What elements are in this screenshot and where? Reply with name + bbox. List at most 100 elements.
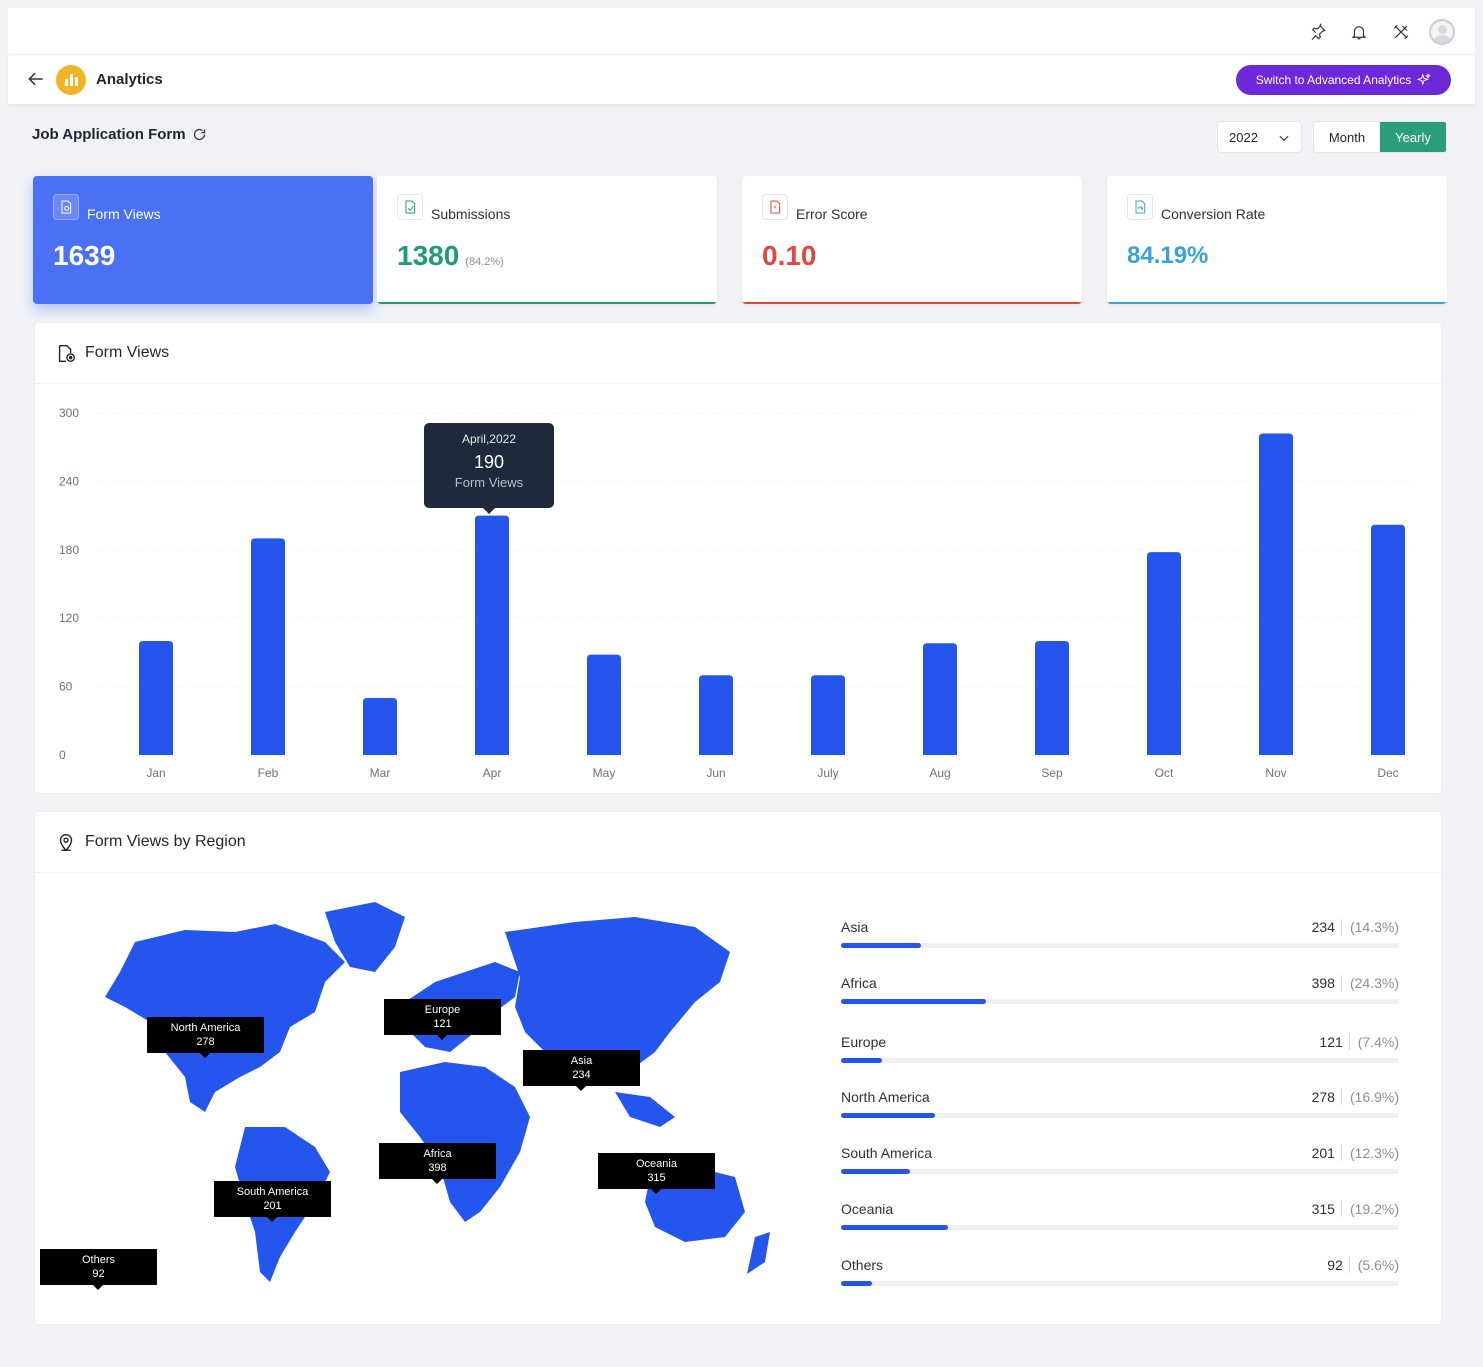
region-count: 92 xyxy=(1327,1257,1343,1273)
region-percent: (12.3%) xyxy=(1340,1145,1399,1161)
card-value-number: 1639 xyxy=(53,240,116,271)
tooltip-date: April,2022 xyxy=(461,432,517,446)
location-pin-icon xyxy=(59,834,73,852)
bar-mar[interactable] xyxy=(363,698,397,755)
bar-jan[interactable] xyxy=(139,641,173,755)
x-tick-label: Feb xyxy=(258,766,279,780)
region-row-oceania: Oceania 315 (19.2%) xyxy=(841,1201,1399,1241)
year-value: 2022 xyxy=(1229,129,1258,145)
map-label-name: Europe xyxy=(424,1004,461,1016)
region-value: 278 (16.9%) xyxy=(1312,1089,1399,1105)
map-label-name: Others xyxy=(81,1254,115,1266)
bar-aug[interactable] xyxy=(923,643,957,755)
conversion-rate-card[interactable]: Conversion Rate 84.19% xyxy=(1107,176,1447,304)
card-value-number: 1380 xyxy=(397,240,460,271)
x-tick-label: Mar xyxy=(370,766,391,780)
region-progress-fill xyxy=(841,1281,873,1286)
card-accent-bar xyxy=(1107,302,1447,304)
region-name: Others xyxy=(841,1257,884,1273)
region-name: South America xyxy=(841,1145,933,1161)
error-icon xyxy=(762,194,788,220)
analytics-logo-icon xyxy=(56,65,86,95)
tools-icon[interactable] xyxy=(1389,20,1413,44)
conversion-icon xyxy=(1127,194,1153,220)
region-percent: (16.9%) xyxy=(1340,1089,1399,1105)
error-score-card[interactable]: Error Score 0.10 xyxy=(742,176,1082,304)
map-asia xyxy=(505,917,730,1082)
map-label-europe: Europe 121 xyxy=(384,999,501,1040)
tooltip-value: 190 xyxy=(473,452,505,472)
bar-sep[interactable] xyxy=(1035,641,1069,755)
month-toggle[interactable]: Month xyxy=(1328,129,1366,145)
map-label-value: 234 xyxy=(572,1069,591,1081)
map-label-asia: Asia 234 xyxy=(523,1050,640,1091)
bar-july[interactable] xyxy=(811,675,845,755)
region-row-south-america: South America 201 (12.3%) xyxy=(841,1145,1399,1185)
x-tick-label: Dec xyxy=(1377,766,1398,780)
map-label-name: Africa xyxy=(423,1148,452,1160)
top-bar xyxy=(8,8,1475,55)
app-shell: Analytics Switch to Advanced Analytics J… xyxy=(8,8,1475,1359)
map-label-name: South America xyxy=(236,1186,309,1198)
region-progress-fill xyxy=(841,943,921,948)
form-title-text: Job Application Form xyxy=(32,126,186,143)
y-tick-label: 240 xyxy=(59,474,79,488)
refresh-icon[interactable] xyxy=(192,127,207,142)
bar-may[interactable] xyxy=(587,654,621,755)
y-tick-label: 0 xyxy=(59,748,66,762)
region-row-europe: Europe 121 (7.4%) xyxy=(841,1034,1399,1074)
x-tick-label: Jun xyxy=(706,766,725,780)
bar-nov[interactable] xyxy=(1259,433,1293,755)
region-count: 121 xyxy=(1319,1034,1343,1050)
pin-icon[interactable] xyxy=(1306,20,1330,44)
card-label: Conversion Rate xyxy=(1161,206,1266,222)
region-count: 201 xyxy=(1311,1145,1335,1161)
avatar[interactable] xyxy=(1429,19,1455,45)
switch-advanced-analytics-button[interactable]: Switch to Advanced Analytics xyxy=(1236,65,1451,95)
bell-icon[interactable] xyxy=(1347,20,1371,44)
form-views-bar-chart: 0 60 120 180 240 300 Jan Feb Mar Apr May Jun July Aug… xyxy=(59,406,1411,780)
y-tick-label: 300 xyxy=(59,406,79,420)
year-select[interactable]: 2022 xyxy=(1217,121,1302,153)
page-header: Analytics Switch to Advanced Analytics xyxy=(8,55,1475,104)
region-count: 398 xyxy=(1311,975,1335,991)
bar-apr[interactable] xyxy=(475,515,509,755)
x-tick-label: Aug xyxy=(929,766,950,780)
map-southeast-asia xyxy=(615,1092,675,1127)
region-percent: (7.4%) xyxy=(1348,1034,1399,1050)
x-tick-label: Jan xyxy=(146,766,165,780)
yearly-toggle[interactable]: Yearly xyxy=(1380,122,1446,152)
back-arrow-icon[interactable] xyxy=(26,69,46,89)
region-percent: (14.3%) xyxy=(1340,919,1399,935)
map-label-value: 92 xyxy=(92,1268,105,1280)
card-value: 1380 (84.2%) xyxy=(397,240,504,272)
region-name: Asia xyxy=(841,919,869,935)
chevron-down-icon xyxy=(1279,135,1289,142)
region-row-others: Others 92 (5.6%) xyxy=(841,1257,1399,1297)
region-progress-track xyxy=(841,1225,1399,1230)
region-name: Oceania xyxy=(841,1201,894,1217)
region-value: 92 (5.6%) xyxy=(1327,1257,1399,1273)
y-tick-label: 60 xyxy=(59,680,73,694)
map-label-others: Others 92 xyxy=(40,1249,157,1290)
submissions-card[interactable]: Submissions 1380 (84.2%) xyxy=(377,176,717,304)
region-row-north-america: North America 278 (16.9%) xyxy=(841,1089,1399,1129)
bar-dec[interactable] xyxy=(1371,524,1405,755)
card-value-number: 0.10 xyxy=(762,240,817,271)
region-progress-fill xyxy=(841,999,987,1004)
chart-panel-header: Form Views xyxy=(35,323,1441,384)
form-views-card[interactable]: Form Views 1639 xyxy=(33,176,373,304)
region-count: 278 xyxy=(1311,1089,1335,1105)
form-title: Job Application Form xyxy=(32,126,207,143)
bar-jun[interactable] xyxy=(699,675,733,755)
map-new-zealand xyxy=(747,1232,770,1274)
map-label-value: 278 xyxy=(196,1036,215,1048)
region-panel-title: Form Views by Region xyxy=(85,833,246,850)
tooltip-label: Form Views xyxy=(454,475,524,490)
world-map xyxy=(105,902,770,1282)
card-value: 0.10 xyxy=(762,240,817,272)
region-progress-track xyxy=(841,999,1399,1004)
bar-oct[interactable] xyxy=(1147,552,1181,755)
y-tick-label: 180 xyxy=(59,543,79,557)
bar-feb[interactable] xyxy=(251,538,285,755)
